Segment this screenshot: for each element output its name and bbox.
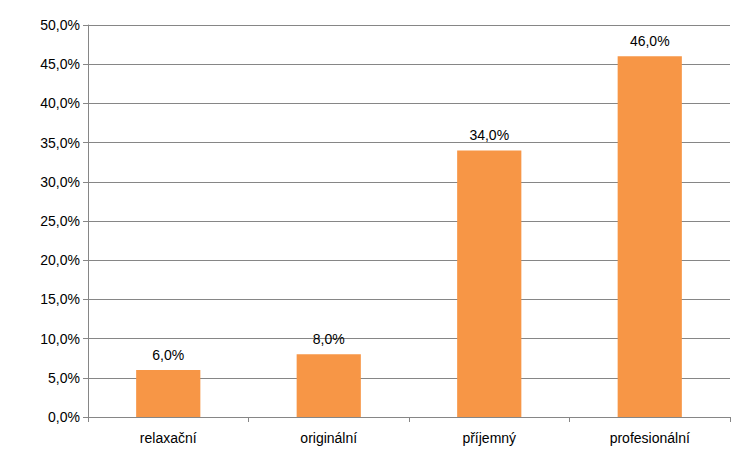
svg-text:8,0%: 8,0% xyxy=(313,331,345,347)
svg-text:relaxační: relaxační xyxy=(140,430,197,446)
svg-text:originální: originální xyxy=(300,430,357,446)
svg-text:6,0%: 6,0% xyxy=(152,347,184,363)
svg-text:5,0%: 5,0% xyxy=(48,370,80,386)
svg-text:15,0%: 15,0% xyxy=(40,291,80,307)
svg-text:46,0%: 46,0% xyxy=(630,33,670,49)
svg-text:profesionální: profesionální xyxy=(610,430,690,446)
svg-text:10,0%: 10,0% xyxy=(40,331,80,347)
svg-text:příjemný: příjemný xyxy=(462,430,516,446)
svg-text:0,0%: 0,0% xyxy=(48,409,80,425)
svg-text:40,0%: 40,0% xyxy=(40,95,80,111)
svg-text:34,0%: 34,0% xyxy=(469,127,509,143)
svg-text:25,0%: 25,0% xyxy=(40,213,80,229)
svg-text:20,0%: 20,0% xyxy=(40,252,80,268)
svg-text:45,0%: 45,0% xyxy=(40,56,80,72)
svg-text:30,0%: 30,0% xyxy=(40,174,80,190)
svg-text:50,0%: 50,0% xyxy=(40,17,80,33)
svg-text:35,0%: 35,0% xyxy=(40,135,80,151)
